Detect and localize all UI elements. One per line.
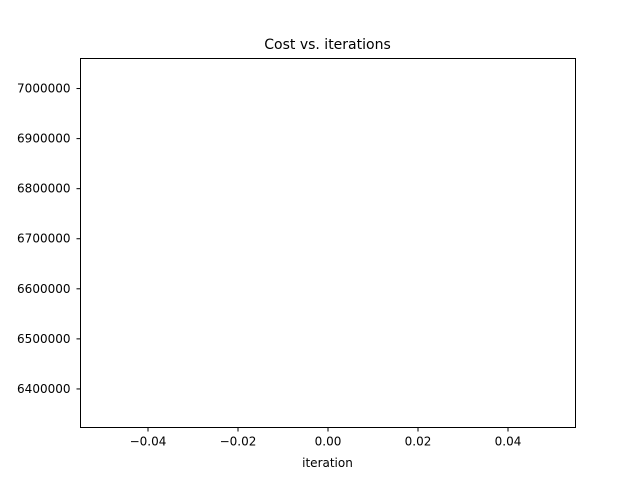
- x-tick-label: −0.04: [130, 435, 167, 449]
- x-axis-label: iteration: [302, 456, 353, 470]
- y-tick-label: 6800000: [17, 182, 70, 196]
- y-tick-label: 6600000: [17, 282, 70, 296]
- x-axis: −0.04 −0.02 0.00 0.02 0.04: [130, 427, 522, 449]
- y-tick-label: 6700000: [17, 232, 70, 246]
- x-tick-label: 0.04: [495, 435, 522, 449]
- x-tick-label: −0.02: [220, 435, 257, 449]
- y-tick-label: 7000000: [17, 82, 70, 96]
- y-axis: 6400000 6500000 6600000 6700000 6800000 69000…: [17, 82, 81, 396]
- y-tick-label: 6500000: [17, 332, 70, 346]
- y-tick-label: 6900000: [17, 132, 70, 146]
- chart-title: Cost vs. iterations: [264, 37, 391, 53]
- y-tick-label: 6400000: [17, 382, 70, 396]
- x-tick-label: 0.02: [405, 435, 432, 449]
- x-tick-label: 0.00: [315, 435, 342, 449]
